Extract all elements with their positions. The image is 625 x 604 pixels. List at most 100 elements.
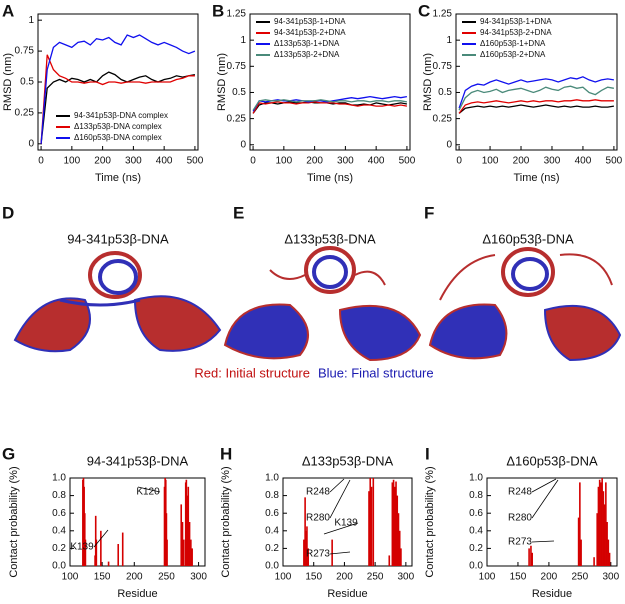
x-axis-label: Time (ns)	[95, 172, 141, 184]
x-tick-label: 300	[337, 156, 354, 167]
series-line	[458, 99, 614, 114]
annotation: R273	[306, 549, 330, 560]
panel-letter: G	[2, 444, 15, 463]
legend-red: Red: Initial structure	[194, 365, 310, 380]
x-tick-label: 200	[306, 156, 323, 167]
y-tick-label: 1	[446, 35, 452, 46]
x-tick-label: 300	[190, 572, 207, 583]
y-tick-label: 0.75	[227, 61, 247, 72]
x-tick-label: 100	[482, 156, 499, 167]
legend-label: Δ160p53β-DNA complex	[74, 133, 162, 142]
y-tick-label: 0.6	[265, 508, 279, 519]
x-tick-label: 150	[94, 572, 111, 583]
bar	[95, 539, 98, 566]
legend-label: Δ160p53β-2+DNA	[480, 50, 546, 59]
panel-letter: D	[2, 203, 14, 222]
x-tick-label: 100	[479, 572, 496, 583]
plot-frame	[282, 477, 413, 567]
y-tick-label: 0.8	[265, 490, 279, 501]
y-tick-label: 0.25	[15, 108, 35, 119]
bar	[372, 478, 375, 566]
bar	[580, 539, 582, 566]
x-tick-label: 250	[572, 572, 589, 583]
bar	[579, 482, 581, 566]
y-tick-label: 1	[28, 15, 34, 26]
bar	[394, 486, 396, 566]
annotation-arrow	[531, 478, 557, 493]
bar	[306, 526, 308, 566]
bar	[190, 539, 192, 566]
x-tick-label: 300	[398, 572, 415, 583]
plot-frame	[455, 13, 618, 151]
y-tick-label: 0.8	[52, 490, 66, 501]
legend-label: 94-341p53β-2+DNA	[480, 28, 552, 37]
y-tick-label: 1.0	[469, 473, 483, 484]
bar	[107, 561, 110, 566]
legend-label: 94-341p53β-1+DNA	[480, 17, 552, 26]
bar	[121, 532, 124, 566]
bar	[606, 522, 608, 566]
y-tick-label: 0.4	[469, 525, 483, 536]
x-tick-label: 300	[602, 572, 619, 583]
x-axis-label: Time (ns)	[307, 172, 353, 184]
y-tick-label: 1	[240, 35, 246, 46]
y-axis-label: Contact probability (%)	[8, 466, 20, 577]
annotation-arrow	[329, 551, 351, 555]
panel-letter: C	[418, 1, 430, 20]
x-tick-label: 200	[541, 572, 558, 583]
legend-label: Δ160p53β-1+DNA	[480, 39, 546, 48]
structure-image	[428, 247, 622, 362]
bar	[391, 482, 394, 566]
plot-frame	[486, 477, 618, 567]
x-tick-label: 100	[275, 572, 292, 583]
x-axis-label: Residue	[532, 588, 572, 599]
y-tick-label: 1.25	[227, 9, 247, 20]
structure-title: Δ160p53β-DNA	[482, 231, 574, 246]
x-tick-label: 250	[158, 572, 175, 583]
panel-letter: B	[212, 1, 224, 20]
bar	[307, 548, 309, 566]
legend-label: Δ133p53β-1+DNA	[274, 39, 340, 48]
bar	[397, 513, 400, 566]
bar	[180, 504, 183, 566]
annotation-arrow	[137, 486, 161, 493]
bar	[396, 495, 399, 566]
y-axis-label: RMSD (nm)	[216, 53, 228, 111]
annotation-arrow	[329, 478, 345, 493]
bar	[601, 478, 603, 566]
y-tick-label: 0.8	[469, 490, 483, 501]
y-tick-label: 0	[28, 138, 34, 149]
x-tick-label: 200	[94, 156, 111, 167]
legend-label: 94-341p53β-DNA complex	[74, 111, 168, 120]
bar	[608, 552, 611, 566]
legend-label: 94-341p53β-1+DNA	[274, 17, 346, 26]
x-tick-label: 400	[368, 156, 385, 167]
series-line	[252, 99, 408, 111]
y-tick-label: 1.25	[433, 9, 453, 20]
y-tick-label: 0.6	[469, 508, 483, 519]
bar	[369, 478, 372, 566]
bar	[392, 479, 395, 566]
bar	[303, 539, 305, 566]
bar	[84, 539, 87, 566]
annotation: R248	[508, 487, 532, 498]
annotation: R280	[508, 513, 532, 524]
series-line	[458, 76, 615, 109]
y-tick-label: 0.75	[433, 61, 453, 72]
chart-title: 94-341p53β-DNA	[87, 453, 189, 468]
x-tick-label: 300	[125, 156, 142, 167]
structure-title: Δ133p53β-DNA	[284, 231, 376, 246]
legend-label: Δ133p53β-DNA complex	[74, 122, 162, 131]
bar	[188, 522, 191, 566]
y-axis-label: RMSD (nm)	[2, 53, 14, 111]
legend-label: Δ133p53β-2+DNA	[274, 50, 340, 59]
bar	[593, 557, 595, 566]
y-tick-label: 0.0	[52, 561, 66, 572]
bar	[605, 482, 607, 566]
x-tick-label: 150	[305, 572, 322, 583]
y-tick-label: 0.5	[232, 87, 246, 98]
series-line	[458, 104, 615, 114]
panel-letter: F	[424, 203, 434, 222]
bar	[602, 491, 605, 566]
